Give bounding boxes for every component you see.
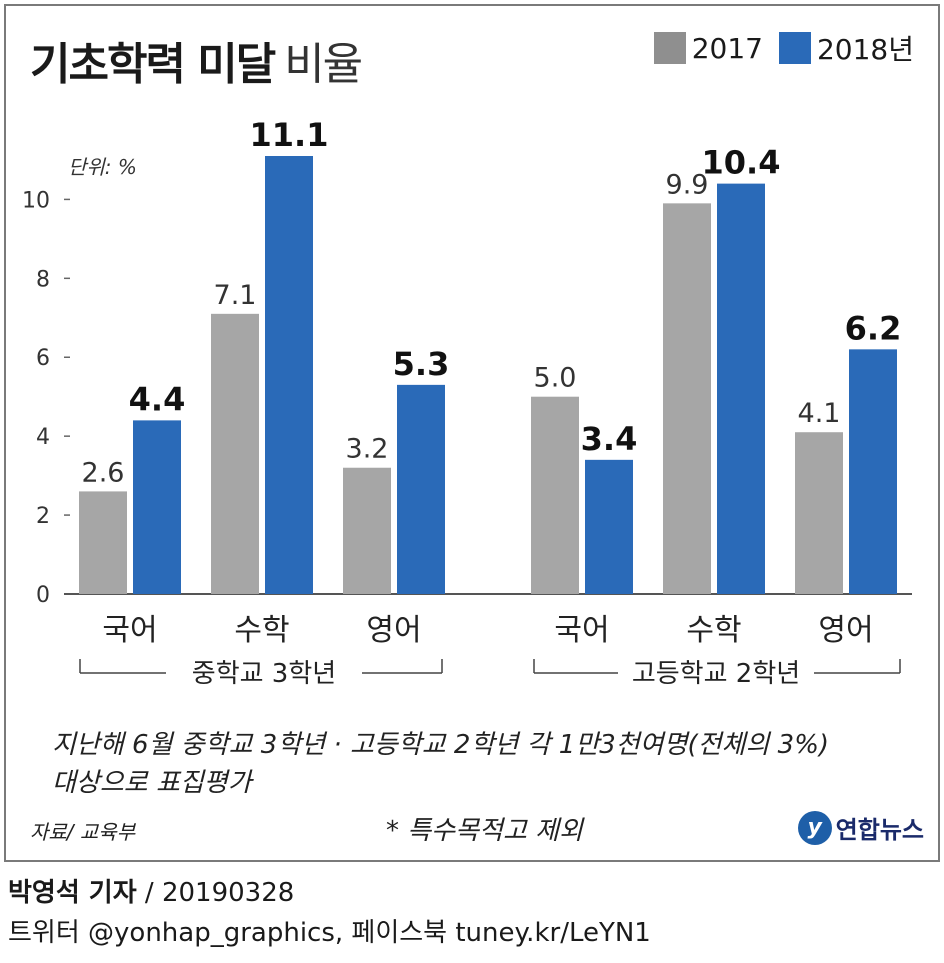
data-label-2018: 4.4: [129, 380, 186, 418]
legend-swatch-2017: [653, 32, 686, 64]
data-label-2018: 6.2: [845, 309, 902, 347]
social-links[interactable]: 트위터 @yonhap_graphics, 페이스북 tuney.kr/LeYN…: [8, 918, 651, 948]
y-tick-label: 10: [22, 188, 50, 213]
source-text: 자료/ 교육부: [30, 820, 136, 844]
title-light: 비율: [284, 39, 363, 90]
category-label: 수학: [686, 613, 741, 648]
exception-note: * 특수목적고 제외: [386, 816, 583, 846]
chart-title: 기초학력 미달 비율: [30, 28, 363, 92]
bar-2018: [849, 349, 897, 594]
logo-text: 연합뉴스: [835, 816, 924, 844]
data-label-2017: 7.1: [214, 280, 257, 311]
data-label-2018: 5.3: [393, 345, 450, 383]
legend-label-2017: 2017: [691, 31, 763, 65]
category-label: 영어: [366, 613, 421, 648]
bar-2017: [663, 203, 711, 594]
data-label-2018: 3.4: [581, 420, 638, 458]
bar-2017: [795, 432, 843, 594]
category-label: 국어: [102, 613, 157, 648]
y-tick-label: 2: [36, 504, 50, 529]
category-label: 영어: [818, 613, 873, 648]
group-label: 중학교 3학년: [192, 659, 336, 689]
credit-line: 박영석 기자 / 20190328: [8, 872, 294, 909]
bar-2018: [717, 183, 765, 594]
bar-2018: [133, 420, 181, 594]
survey-note: 지난해 6월 중학교 3학년 · 고등학교 2학년 각 1만3천여명(전체의 3…: [52, 726, 829, 802]
publish-date: / 20190328: [136, 878, 295, 908]
title-bold: 기초학력 미달: [30, 39, 276, 90]
legend-label-2018: 2018년: [816, 33, 914, 66]
legend-item-2017: 2017: [653, 31, 763, 65]
data-label-2018: 10.4: [702, 144, 781, 182]
bar-2018: [585, 459, 633, 594]
bar-2017: [79, 491, 127, 594]
bar-2018: [397, 384, 445, 594]
data-label-2018: 11.1: [250, 116, 329, 154]
reporter-name: 박영석 기자: [8, 878, 137, 908]
data-label-2017: 3.2: [346, 434, 389, 465]
bar-2017: [531, 396, 579, 594]
y-tick-label: 6: [36, 346, 50, 371]
category-label: 국어: [554, 613, 609, 648]
y-tick-label: 0: [36, 583, 50, 608]
bar-chart: 단위: % 0 2 4 6 8 10 2.6 4.4 국어 7.1 11.1 수학 3.2 5.3 영어 5.0…: [22, 116, 912, 689]
logo-mark-icon: y: [797, 810, 832, 845]
yonhap-logo: y 연합뉴스: [797, 810, 924, 845]
y-tick-label: 8: [36, 267, 50, 292]
group-label: 고등학교 2학년: [632, 659, 800, 689]
category-label: 수학: [234, 613, 289, 648]
data-label-2017: 5.0: [534, 363, 577, 394]
note-line-1: 지난해 6월 중학교 3학년 · 고등학교 2학년 각 1만3천여명(전체의 3…: [52, 730, 830, 760]
note-line-2: 대상으로 표집평가: [52, 768, 252, 798]
data-label-2017: 9.9: [666, 169, 709, 200]
y-tick-label: 4: [36, 425, 50, 450]
legend: 2017 2018년: [646, 28, 914, 68]
legend-swatch-2018: [778, 32, 811, 64]
legend-item-2018: 2018년: [778, 28, 914, 68]
unit-label: 단위: %: [68, 155, 137, 179]
chart-frame: [4, 4, 940, 862]
bar-2017: [343, 467, 391, 594]
data-label-2017: 4.1: [798, 398, 841, 429]
bar-2017: [211, 313, 259, 594]
bar-2018: [265, 156, 313, 594]
data-label-2017: 2.6: [82, 457, 125, 488]
